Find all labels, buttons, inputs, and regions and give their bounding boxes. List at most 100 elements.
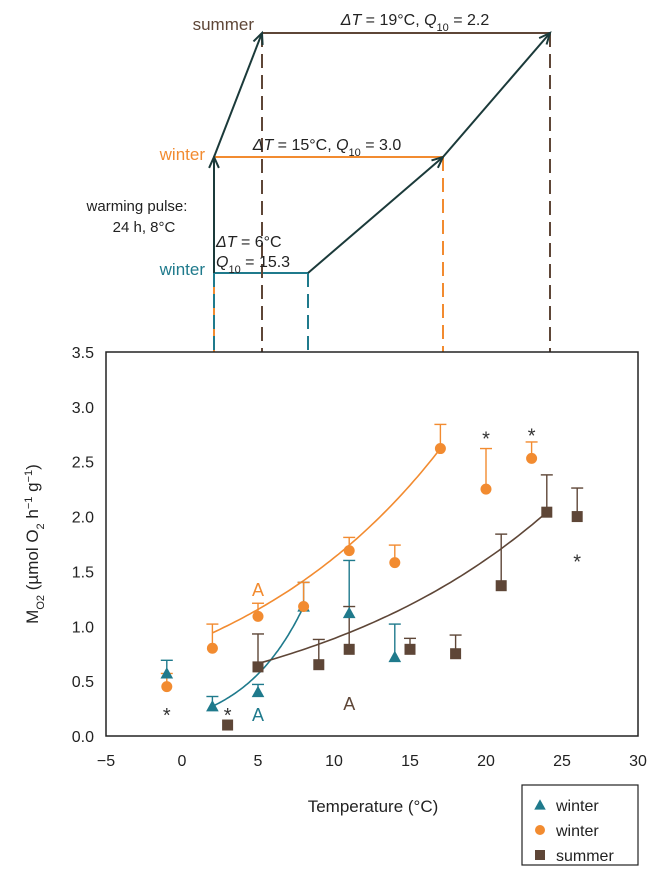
data-point-circle [161, 681, 173, 693]
pulse-line2: 24 h, 8°C [113, 219, 176, 236]
x-tick-label: −5 [97, 753, 115, 770]
y-tick-label: 1.0 [72, 619, 94, 636]
legend-marker-circle [535, 825, 545, 835]
summer-delta-dt: ΔT [340, 12, 363, 29]
orange-delta-val: = 3.0 [361, 137, 402, 154]
legend-label: summer [556, 848, 614, 865]
data-point-square [313, 659, 325, 671]
plot-area: −5 0 5 10 15 20 25 30 0.00.51.01.52.02.53.03.5 … [23, 345, 647, 816]
x-tick-label: 25 [553, 753, 571, 770]
teal-delta-line1: ΔT = 6°C [215, 234, 282, 251]
data-point-square [450, 648, 462, 660]
orange-delta-label: ΔT = 15°C, Q10 = 3.0 [252, 137, 402, 159]
ylabel-sup2: −1 [23, 470, 35, 483]
ylabel-rest2: h [23, 509, 42, 523]
data-point-square [541, 506, 553, 518]
fit-curve-0 [212, 606, 305, 708]
significance-star: * [482, 429, 490, 451]
winter-teal-label: winter [159, 260, 206, 279]
pulse-line1: warming pulse: [86, 198, 188, 215]
group-letter: A [343, 694, 355, 714]
orange-delta-qsub: 10 [349, 147, 361, 159]
diagram-lines [208, 30, 552, 352]
summer-delta-val: = 2.2 [449, 12, 490, 29]
data-point-triangle [388, 650, 402, 663]
ylabel-base: M [23, 610, 42, 624]
x-tick-label: 15 [401, 753, 419, 770]
data-point-square [222, 719, 234, 731]
data-point-triangle [251, 685, 265, 698]
data-point-circle [298, 601, 310, 613]
data-point-triangle [206, 700, 219, 712]
orange-delta-eq: = 15°C, [273, 137, 336, 154]
data-point-square [252, 661, 264, 673]
fit-curve-2 [257, 511, 548, 665]
summer-delta-q: Q [424, 12, 436, 29]
fit-curves [212, 448, 548, 708]
y-tick-label: 1.5 [72, 564, 94, 581]
orange-delta-dt: ΔT [252, 137, 275, 154]
data-point-circle [252, 610, 264, 622]
data-point-square [495, 580, 507, 592]
warming-diagram: summer ΔT = 19°C, Q10 = 2.2 winter ΔT = … [86, 12, 552, 352]
data-point-circle [526, 452, 538, 464]
y-tick-label: 0.5 [72, 674, 94, 691]
summer-delta-qsub: 10 [437, 22, 449, 34]
legend-label: winter [555, 798, 599, 815]
teal-delta-dt: ΔT [215, 234, 238, 251]
legend: winter winter summer [521, 784, 639, 866]
x-tick-label: 10 [325, 753, 343, 770]
shift-arrow-orange [307, 156, 444, 274]
y-tick-label: 2.0 [72, 510, 94, 527]
data-point-square [343, 643, 355, 655]
teal-delta-line2: Q10 = 15.3 [216, 254, 290, 276]
x-tick-label: 5 [254, 753, 263, 770]
data-point-circle [480, 483, 492, 495]
x-axis: −5 0 5 10 15 20 25 30 [97, 753, 647, 770]
orange-delta-q: Q [336, 137, 348, 154]
ylabel-rest: (µmol O [23, 529, 42, 595]
data-point-circle [389, 557, 401, 569]
y-tick-label: 3.0 [72, 400, 94, 417]
data-point-square [404, 643, 416, 655]
pulse-arrow-summer-head [252, 30, 264, 46]
y-tick-label: 2.5 [72, 455, 94, 472]
y-tick-label: 0.0 [72, 729, 94, 746]
winter-orange-label: winter [159, 145, 206, 164]
legend-marker-triangle [534, 799, 546, 810]
teal-delta-eq: = 6°C [237, 234, 282, 251]
significance-star: * [528, 425, 536, 447]
y-axis: 0.0 0.5 1.0 1.5 2.0 2.5 3.0 3.5 [72, 345, 94, 746]
teal-delta-qsub: 10 [228, 264, 240, 276]
group-letter: A [252, 705, 264, 725]
data-point-triangle [160, 667, 174, 679]
legend-marker-square [535, 850, 545, 860]
shift-arrow-summer-head [538, 31, 552, 45]
data-point-circle [343, 545, 355, 557]
shift-arrow-summer [442, 32, 551, 158]
data-point-circle [206, 642, 218, 654]
significance-star: * [163, 705, 171, 727]
plot-frame [105, 351, 639, 737]
legend-label: winter [555, 823, 599, 840]
group-letter: A [252, 580, 264, 600]
x-axis-label: Temperature (°C) [308, 797, 439, 816]
x-tick-label: 30 [629, 753, 647, 770]
data-point-circle [434, 443, 446, 455]
teal-delta-val: = 15.3 [241, 254, 290, 271]
x-tick-label: 0 [178, 753, 187, 770]
annotations: * * * * * A A A [163, 425, 581, 727]
summer-delta-eq: = 19°C, [361, 12, 424, 29]
error-bars [160, 423, 584, 707]
teal-delta-q: Q [216, 254, 228, 271]
ylabel-sup1: −1 [23, 497, 35, 510]
summer-delta-label: ΔT = 19°C, Q10 = 2.2 [340, 12, 490, 34]
significance-star: * [573, 551, 581, 573]
fit-curve-1 [212, 448, 442, 634]
x-tick-label: 20 [477, 753, 495, 770]
ylabel-sub: O2 [35, 595, 47, 610]
legend-items: winter winter summer [534, 798, 614, 865]
ylabel-rest4: ) [23, 464, 42, 470]
y-axis-label: MO2 (µmol O2 h−1 g−1) [23, 464, 47, 624]
